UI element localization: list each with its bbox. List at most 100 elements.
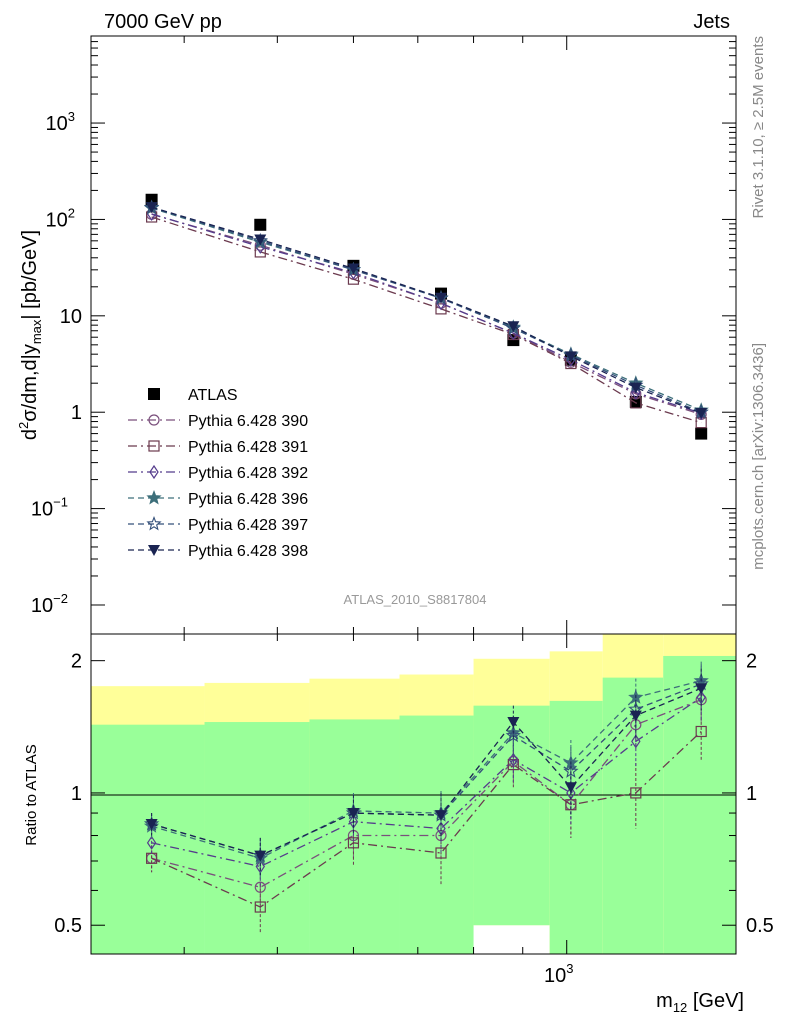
y-tick-label: 102 [46,205,75,231]
legend-entry: Pythia 6.428 396 [128,489,308,508]
ratio-series-line [151,687,702,857]
ratio-y-tick-label: 0.5 [54,915,82,937]
ratio-data-point [347,808,360,820]
y-tick-label-base: 1 [71,402,82,424]
legend-entry: Pythia 6.428 391 [128,439,308,456]
series-5 [143,199,709,419]
legend-marker [148,545,160,556]
analysis-label: ATLAS_2010_S8817804 [344,592,487,607]
data-point [254,246,266,258]
x-axis-title: m12 [GeV] [656,990,744,1015]
data-point [145,202,158,214]
data-point [564,351,577,363]
legend-entry: Pythia 6.428 392 [128,464,308,482]
y-tick-label: 10 [60,306,82,328]
ratio-data-point [564,782,577,794]
legend-entry: Pythia 6.428 398 [128,543,308,560]
y-tick-label-exp: 2 [68,205,75,220]
ratio-data-point [146,835,157,850]
data-point [695,427,708,440]
band-green [473,705,550,926]
ratio-data-point [631,734,641,749]
y-tick-label-base: 10 [46,209,68,231]
ratio-data-point [507,717,520,729]
legend-marker [148,388,160,400]
header-right: Jets [693,11,730,33]
side-label-top: Rivet 3.1.10, ≥ 2.5M events [750,36,767,219]
y-axis-title-part: σ/dm,d|y [19,344,41,422]
y-tick-label-exp: −1 [53,495,68,510]
data-point [435,292,448,304]
data-point [695,408,708,420]
y-tick-label: 10−1 [31,495,68,521]
band-green [204,722,310,954]
data-point [254,234,267,246]
y-axis-title-part: 2 [16,422,31,429]
y-tick-label-base: 10 [31,595,53,617]
ratio-data-point [254,850,267,862]
ratio-data-point [254,881,266,893]
ratio-y-tick-label: 2 [71,651,82,673]
x-tick-label-base: 10 [544,965,566,987]
ratio-series-line [151,696,702,868]
series-line [151,206,702,414]
ratio-data-point [695,683,708,695]
ratio-data-point [254,901,266,913]
legend-label: Pythia 6.428 390 [188,413,308,430]
y-axis-title-part: d [19,429,41,440]
data-point [254,218,267,231]
legend-entry: Pythia 6.428 397 [128,515,308,534]
y-tick-label-base: 10 [31,499,53,521]
series-line [151,216,702,424]
y-axis-title-part: max [29,319,44,344]
ratio-data-point [435,810,448,822]
band-green [549,700,603,954]
band-green [91,724,205,954]
x-axis-title-part: [GeV] [687,990,744,1012]
ratio-data-point [145,818,158,830]
legend-label: Pythia 6.428 398 [188,543,308,560]
data-point [347,263,360,275]
band-green [309,719,400,954]
y-axis-title: d2σ/dm,d|ymax| [pb/GeV] [16,230,44,440]
ratio-data-point [696,690,706,705]
y-tick-label-exp: −2 [53,591,68,606]
data-point [507,321,520,333]
legend-marker [146,489,162,505]
legend-label: Pythia 6.428 397 [188,517,308,534]
x-tick-label-exp: 3 [566,961,573,976]
ratio-data-point [435,847,447,859]
data-point [629,395,642,408]
y-tick-label-exp: 3 [68,109,75,124]
ratio-y-axis-title: Ratio to ATLAS [23,744,40,845]
legend-label: Pythia 6.428 391 [188,439,308,456]
legend-label: ATLAS [188,387,238,404]
legend-marker [148,414,160,426]
x-axis-title-part: m [656,990,673,1012]
series-line [151,207,702,411]
legend: ATLAS Pythia 6.428 390 Pythia 6.428 391 Pyt… [128,387,308,560]
y-tick-label: 10−2 [31,591,68,617]
legend-marker [146,515,162,531]
data-point [435,303,447,315]
legend-label: Pythia 6.428 392 [188,465,308,482]
ratio-series-5 [145,668,708,876]
ratio-data-point [630,787,642,799]
y-tick-label: 103 [46,109,75,135]
data-point [629,382,642,394]
ratio-data-point [629,710,642,722]
ratio-plot-frame [90,633,737,955]
band-green [663,655,736,954]
legend-entry: ATLAS [148,387,238,404]
header-left: 7000 GeV pp [104,11,222,33]
ratio-y-tick-label-right: 1 [746,783,757,805]
y-tick-label-base: 10 [46,113,68,135]
ratio-series-line [151,680,702,859]
y-axis-title-part: | [pb/GeV] [19,230,41,320]
series-6 [145,202,708,420]
uncertainty-bands [91,634,736,954]
legend-marker [149,464,159,480]
legend-label: Pythia 6.428 396 [188,491,308,508]
